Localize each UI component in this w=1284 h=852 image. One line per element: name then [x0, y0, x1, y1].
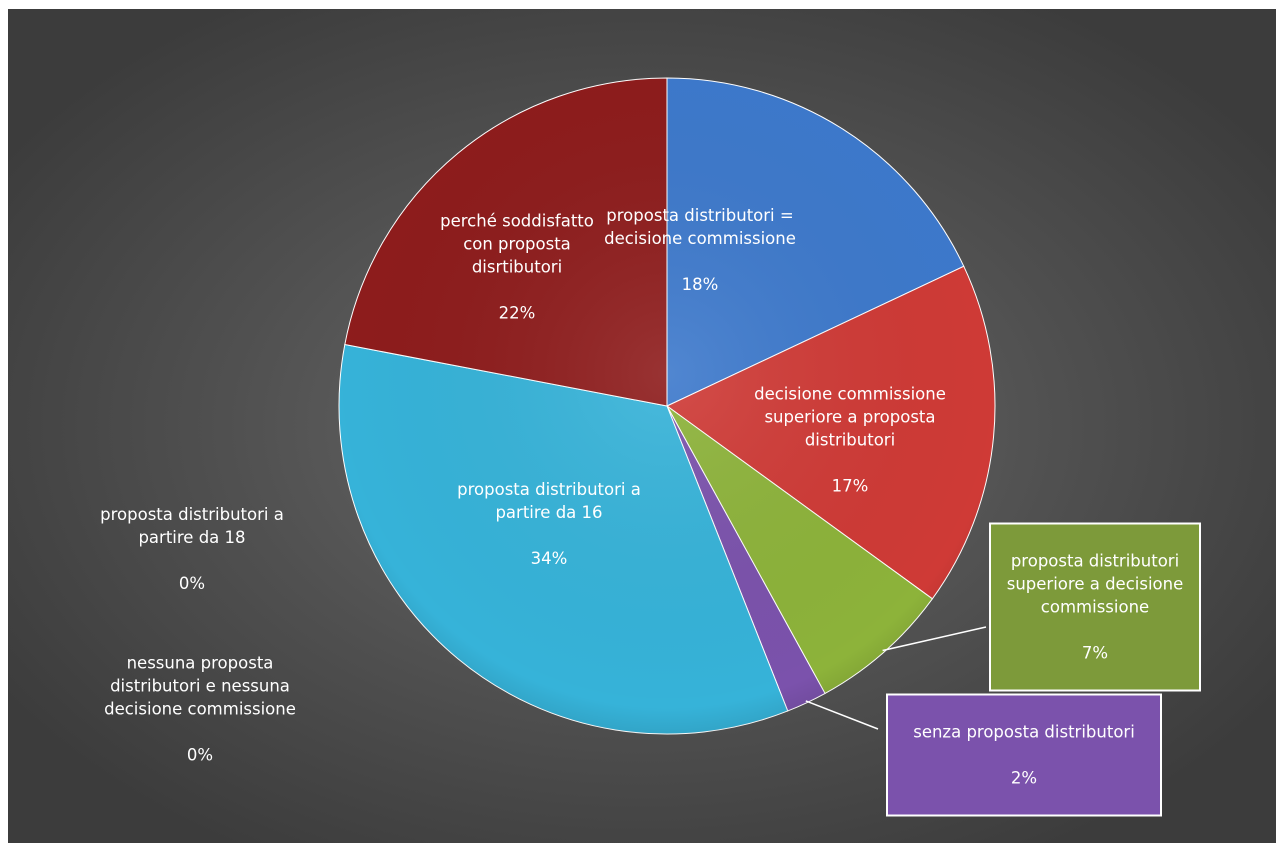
- leader-line: [882, 626, 987, 652]
- chart-area: proposta distributori = decisione commis…: [8, 9, 1276, 843]
- leader-line: [805, 700, 879, 730]
- pie-chart: [338, 77, 996, 735]
